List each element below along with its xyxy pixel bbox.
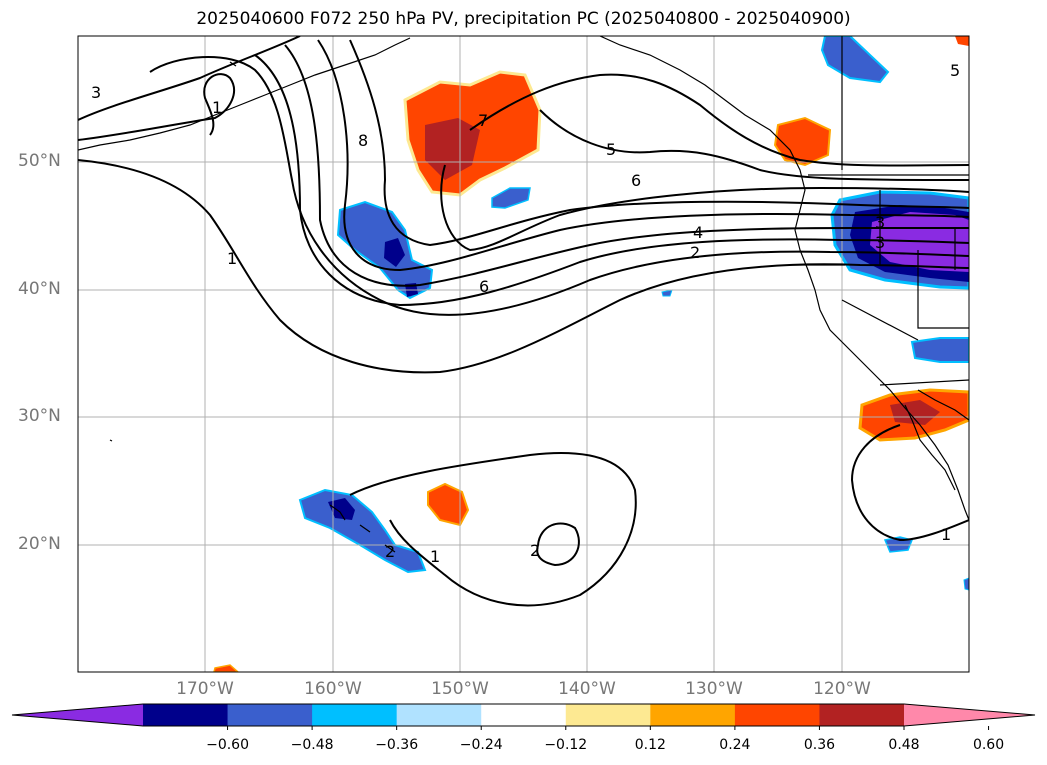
- colorbar-segment: [312, 704, 398, 726]
- svg-text:3: 3: [875, 213, 885, 232]
- lon-label-130w: 130°W: [685, 679, 743, 699]
- colorbar-segment: [819, 704, 905, 726]
- contour-1-west: [78, 159, 969, 374]
- svg-text:6: 6: [631, 171, 641, 190]
- colorbar-segment: [650, 704, 736, 726]
- contour-1-south: [349, 452, 637, 607]
- colorbar-tick-label: −0.48: [290, 737, 334, 753]
- lon-label-140w: 140°W: [558, 679, 616, 699]
- map-frame: [77, 35, 970, 673]
- svg-text:3: 3: [91, 83, 101, 102]
- contour-3: [78, 36, 301, 121]
- contour-labels: 3 1 8 7 5 6 4 2 1 6 5 1 2 2 1 3 3: [91, 61, 960, 566]
- colorbar: [11, 703, 1036, 730]
- lon-label-120w: 120°W: [813, 679, 871, 699]
- lat-label-40n: 40°N: [18, 279, 61, 299]
- colorbar-segment: [227, 704, 313, 726]
- colorbar-tick-label: −0.24: [459, 737, 503, 753]
- positive-anomaly-core: [425, 118, 480, 180]
- positive-anomaly-baja-core: [890, 400, 940, 425]
- colorbar-tick-label: 0.12: [634, 737, 666, 753]
- svg-text:1: 1: [430, 547, 440, 566]
- colorbar-segment: [565, 704, 651, 726]
- contour-8: [317, 39, 969, 272]
- negative-anomaly-central-core: [384, 238, 405, 267]
- colorbar-tick-label: −0.60: [206, 737, 249, 753]
- contour-2-south: [536, 522, 580, 567]
- positive-anomaly-subtropical: [427, 482, 470, 527]
- colorbar-segment: [734, 704, 820, 726]
- lat-label-50n: 50°N: [18, 151, 61, 171]
- contour-5-north: [469, 73, 969, 167]
- svg-text:4: 4: [693, 223, 703, 242]
- svg-text:1: 1: [227, 249, 237, 268]
- lon-label-170w: 170°W: [176, 679, 234, 699]
- lon-label-160w: 160°W: [304, 679, 362, 699]
- svg-text:3: 3: [875, 233, 885, 252]
- svg-text:1: 1: [941, 525, 951, 544]
- contour-5-ne: [539, 109, 969, 181]
- negative-anomaly-35n: [910, 337, 969, 363]
- svg-text:2: 2: [690, 243, 700, 262]
- colorbar-tick-label: −0.36: [375, 737, 419, 753]
- colorbar-tick-label: −0.12: [544, 737, 588, 753]
- svg-text:2: 2: [385, 542, 395, 561]
- negative-anomaly-gulf: [820, 36, 890, 84]
- negative-anomaly-small: [491, 187, 531, 209]
- colorbar-segment: [481, 704, 567, 726]
- colorbar-outline: [11, 703, 1036, 727]
- svg-text:5: 5: [950, 61, 960, 80]
- lat-label-20n: 20°N: [18, 534, 61, 554]
- positive-anomaly-bc: [773, 116, 832, 167]
- colorbar-tick-label: 0.60: [972, 737, 1005, 753]
- svg-text:5: 5: [606, 140, 616, 159]
- colorbar-extend-low: [12, 704, 143, 726]
- svg-text:7: 7: [478, 111, 488, 130]
- colorbar-tick-label: 0.36: [803, 737, 836, 753]
- colorbar-tick-label: 0.24: [719, 737, 751, 753]
- lon-label-150w: 150°W: [431, 679, 489, 699]
- map-area: 3 1 8 7 5 6 4 2 1 6 5 1 2 2 1 3 3: [78, 36, 969, 672]
- negative-anomaly-hawaii-core: [328, 498, 355, 520]
- contour-5-mid: [254, 54, 969, 307]
- contour-1-east: [850, 424, 969, 542]
- svg-text:2: 2: [530, 541, 540, 560]
- contour-6-north: [440, 164, 969, 252]
- contour-7: [349, 39, 969, 247]
- contour-1-north: [78, 73, 235, 141]
- pv-contours: [78, 36, 969, 607]
- colorbar-segment: [396, 704, 482, 726]
- map-title: 2025040600 F072 250 hPa PV, precipitatio…: [196, 9, 851, 29]
- coastlines: [78, 36, 969, 553]
- lat-label-30n: 30°N: [18, 406, 61, 426]
- svg-text:6: 6: [479, 277, 489, 296]
- colorbar-segment: [143, 704, 229, 726]
- svg-text:1: 1: [212, 98, 222, 117]
- positive-anomaly-corner: [955, 36, 969, 46]
- colorbar-tick-label: 0.48: [888, 737, 920, 753]
- colorbar-extend-high: [904, 704, 1035, 726]
- contour-2-west: [149, 56, 969, 316]
- contour-6-mid: [284, 44, 969, 287]
- svg-text:8: 8: [358, 131, 368, 150]
